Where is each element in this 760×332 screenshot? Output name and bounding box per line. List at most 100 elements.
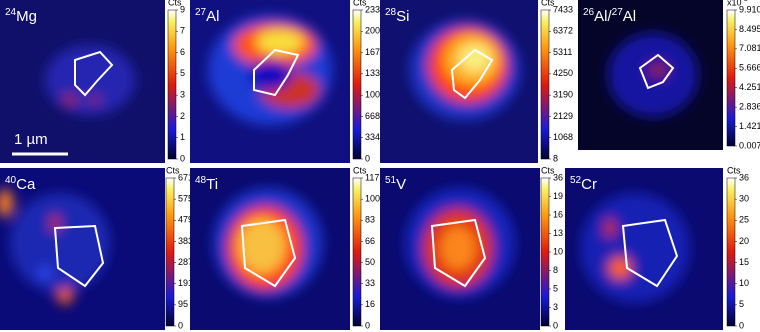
colorbar-tick-label: 0 [739, 320, 744, 330]
label-text: Al/ [594, 8, 612, 25]
colorbar [352, 9, 362, 160]
roi-outline [74, 50, 114, 97]
colorbar-tick-label: 20 [739, 236, 749, 246]
label-text: Ca [16, 176, 36, 193]
scale-bar-label: 1 µm [14, 131, 48, 148]
isotope-label: 52Cr [570, 175, 597, 193]
colorbar-tick-label: 3 [180, 90, 185, 100]
colorbar-tick-label: 100 [365, 194, 380, 204]
intensity-region [440, 226, 476, 270]
colorbar-tick-label: 0.007 [739, 140, 760, 150]
colorbar-tick-label: 4250 [553, 68, 573, 78]
colorbar-tick-label: 8.495 [739, 24, 760, 34]
intensity-region [10, 193, 110, 293]
colorbar-tick-label: 668 [365, 111, 380, 121]
colorbar-tick-label: 66 [365, 236, 375, 246]
colorbar-tick-label: 19 [553, 191, 563, 201]
label-text: Al [623, 8, 636, 25]
colorbar-tick-label: 16 [553, 209, 563, 219]
colorbar-tick-label: 5 [739, 299, 744, 309]
colorbar-tick-label: 0 [178, 320, 183, 330]
label-superscript: 27 [612, 7, 624, 18]
intensity-region [57, 288, 73, 304]
label-text: Al [206, 8, 219, 25]
colorbar-tick-label: 8 [553, 265, 558, 275]
heatmap [608, 33, 698, 117]
colorbar-unit: x10-3 [727, 0, 748, 7]
label-superscript: 24 [5, 7, 17, 18]
label-superscript: 52 [570, 175, 582, 186]
unit-exponent: -3 [742, 0, 748, 3]
colorbar-tick-label: 5.666 [739, 63, 760, 73]
colorbar-tick-label: 334 [365, 132, 380, 142]
colorbar-tick-label: 479 [178, 215, 193, 225]
colorbar-tick-label: 2004 [365, 26, 385, 36]
label-superscript: 27 [195, 7, 207, 18]
colorbar-tick-label: 15 [739, 257, 749, 267]
colorbar-tick-label: 0 [553, 320, 558, 330]
intensity-region [0, 189, 13, 217]
colorbar-unit: Cts [353, 165, 367, 175]
intensity-region [39, 267, 51, 279]
colorbar-tick-label: 10 [553, 246, 563, 256]
colorbar-tick-label: 7433 [553, 4, 573, 14]
colorbar-tick-label: 1 [180, 132, 185, 142]
label-superscript: 48 [195, 175, 207, 186]
colorbar-tick-label: 117 [365, 172, 379, 182]
intensity-region [256, 30, 304, 54]
colorbar-tick-label: 191 [178, 278, 193, 288]
colorbar-tick-label: 30 [739, 194, 749, 204]
colorbar-tick-label: 6372 [553, 26, 573, 36]
colorbar [352, 177, 362, 327]
label-superscript: 26 [583, 7, 595, 18]
colorbar-tick-label: 5311 [553, 47, 572, 57]
intensity-region [89, 95, 101, 105]
label-superscript: 51 [385, 175, 397, 186]
heatmap [45, 45, 135, 115]
colorbar-tick-label: 2338 [365, 4, 385, 14]
intensity-region [459, 44, 491, 72]
colorbar-tick-label: 7.081 [739, 43, 760, 53]
isotope-label: 27Al [195, 7, 219, 25]
colorbar-tick-label: 36 [553, 172, 563, 182]
heatmap [0, 189, 110, 304]
colorbar [726, 177, 736, 327]
label-text: Cr [581, 176, 597, 193]
colorbar-unit: Cts [727, 165, 741, 175]
colorbar [165, 177, 175, 327]
colorbar-tick-label: 13 [553, 228, 563, 238]
heatmap [410, 20, 520, 120]
colorbar-tick-label: 25 [739, 215, 749, 225]
isotope-label: 24Mg [5, 7, 37, 25]
colorbar-tick-label: 4.251 [739, 82, 760, 92]
label-text: Mg [16, 8, 37, 25]
colorbar-tick-label: 575 [178, 194, 193, 204]
colorbar-tick-label: 2129 [553, 111, 573, 121]
colorbar-tick-label: 287 [178, 257, 193, 267]
colorbar-tick-label: 2.836 [739, 102, 760, 112]
colorbar-tick-label: 36 [739, 172, 749, 182]
colorbar-tick-label: 1.421 [739, 121, 760, 131]
colorbar-tick-label: 95 [178, 299, 188, 309]
heatmap [213, 188, 323, 298]
intensity-region [238, 218, 286, 274]
roi-outline [621, 218, 679, 288]
colorbar-tick-label: 671 [178, 172, 193, 182]
roi-outline [253, 48, 300, 97]
colorbar-tick-label: 0 [365, 320, 370, 330]
colorbar-tick-label: 383 [178, 236, 193, 246]
intensity-region [62, 94, 78, 106]
intensity-region [248, 60, 292, 90]
colorbar-tick-label: 3 [553, 302, 558, 312]
isotope-label: 40Ca [5, 175, 36, 193]
label-text: V [396, 176, 406, 193]
label-text: Si [396, 8, 409, 25]
isotope-label: 26Al/27Al [583, 7, 636, 25]
panel: 26Al/27Al x10-39.910 8.495 7.081 5.666 4.251 2… [578, 0, 760, 150]
colorbar-tick-label: 3190 [553, 90, 573, 100]
